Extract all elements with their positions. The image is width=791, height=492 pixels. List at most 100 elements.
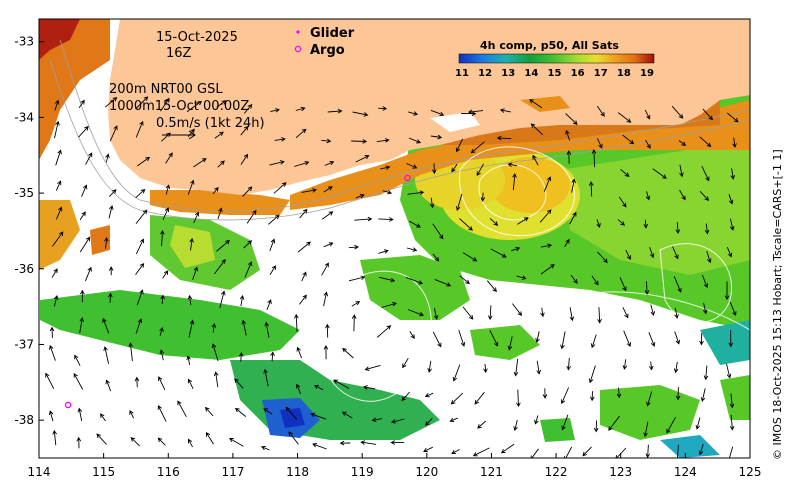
current-arrow	[593, 420, 599, 433]
x-tick-label: 119	[351, 465, 374, 479]
current-arrow	[212, 186, 219, 195]
current-arrow	[360, 440, 377, 445]
current-arrow	[565, 129, 571, 141]
y-tick-label: -33	[14, 35, 34, 49]
current-arrow	[560, 331, 566, 350]
current-arrow	[591, 148, 597, 168]
current-arrow	[102, 317, 110, 334]
current-arrow	[407, 190, 425, 195]
current-arrow	[84, 266, 92, 282]
current-arrow	[536, 360, 541, 375]
current-arrow	[165, 152, 173, 164]
current-arrow	[160, 97, 170, 112]
current-arrow	[294, 160, 310, 167]
current-arrow	[499, 108, 511, 113]
current-arrow	[590, 334, 597, 349]
current-arrow	[288, 431, 299, 445]
current-arrow	[217, 160, 225, 168]
current-arrow	[323, 344, 329, 360]
current-arrow	[507, 336, 513, 351]
current-arrow	[325, 323, 330, 338]
current-arrow	[588, 181, 594, 197]
current-arrow	[726, 247, 733, 258]
current-arrow	[217, 207, 223, 219]
current-arrow	[511, 246, 521, 252]
current-arrow	[159, 327, 164, 336]
colorbar-title: 4h comp, p50, All Sats	[480, 39, 619, 52]
current-arrow	[270, 108, 280, 113]
current-arrow	[351, 139, 368, 144]
current-arrow	[424, 392, 434, 398]
current-arrow	[243, 240, 253, 249]
current-arrow	[566, 150, 572, 164]
colorbar-tick-label: 15	[548, 68, 562, 79]
current-arrow	[269, 160, 285, 166]
current-arrow	[135, 238, 145, 255]
current-arrow	[726, 363, 732, 379]
current-arrow	[79, 211, 86, 221]
colorbar-tick-label: 17	[594, 68, 608, 79]
current-arrow	[673, 361, 679, 374]
current-arrow	[162, 207, 170, 221]
isobaths	[49, 39, 750, 221]
current-arrow	[382, 189, 392, 195]
current-arrow	[314, 384, 324, 391]
current-arrow	[608, 415, 620, 431]
colorbar-tick-label: 13	[501, 68, 515, 79]
y-axis: -33 -34 -35 -36 -37 -38	[14, 35, 44, 427]
current-arrow	[348, 275, 366, 282]
current-arrow	[729, 218, 735, 231]
current-arrow	[455, 138, 464, 153]
current-arrow	[85, 152, 93, 165]
current-arrow	[532, 154, 539, 166]
current-arrow	[672, 246, 679, 260]
scale-arrow	[162, 130, 196, 140]
current-arrow	[730, 168, 736, 180]
current-arrow	[430, 134, 443, 140]
depth-line-1: 200m NRT00 GSL	[109, 82, 223, 97]
current-arrow	[699, 333, 704, 346]
current-arrow	[216, 100, 227, 108]
current-arrow	[186, 100, 203, 113]
current-arrow	[507, 162, 518, 168]
current-arrow	[459, 275, 470, 285]
current-arrow	[406, 247, 418, 252]
current-arrow	[597, 251, 608, 264]
current-arrow	[529, 99, 543, 109]
x-axis: 114 115 116 117 118 119 120 121 122 123 124 125	[28, 453, 761, 479]
current-arrow	[542, 388, 548, 399]
current-arrow	[470, 141, 485, 154]
current-arrow	[540, 264, 555, 275]
current-arrow	[675, 387, 681, 401]
current-arrow	[449, 417, 458, 423]
current-arrow	[187, 179, 195, 195]
current-arrow	[321, 211, 334, 220]
current-arrow	[678, 140, 687, 146]
current-arrow	[109, 125, 118, 142]
current-arrow	[135, 188, 146, 199]
colorbar-tick-label: 14	[524, 68, 538, 79]
current-arrow	[244, 261, 253, 278]
current-arrow	[560, 387, 570, 405]
x-tick-label: 123	[609, 465, 632, 479]
current-arrow	[135, 262, 145, 275]
current-arrow	[263, 368, 269, 387]
current-arrow	[49, 326, 55, 338]
scale-label: 0.5m/s (1kt 24h)	[156, 116, 265, 131]
current-arrow	[234, 407, 247, 417]
current-arrow	[269, 238, 276, 252]
current-arrow	[376, 325, 392, 338]
current-arrow	[432, 253, 440, 262]
current-arrow	[296, 346, 303, 359]
current-arrow	[355, 193, 365, 199]
current-arrow	[649, 247, 655, 259]
y-tick-label: -35	[14, 186, 34, 200]
current-arrow	[702, 302, 708, 315]
current-arrow	[52, 429, 57, 446]
current-arrow	[513, 419, 518, 432]
current-arrow	[381, 301, 398, 308]
current-arrow	[214, 131, 224, 139]
current-arrow	[625, 249, 631, 261]
current-arrow	[96, 433, 107, 445]
current-arrow	[596, 138, 603, 149]
